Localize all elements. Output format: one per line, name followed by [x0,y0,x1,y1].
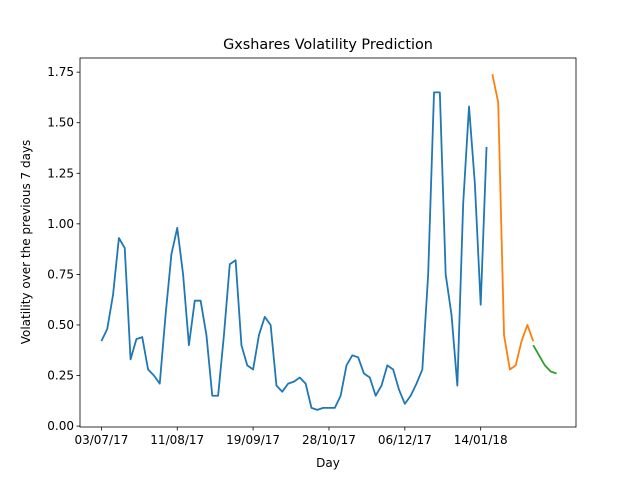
y-tick-label: 0.75 [47,267,74,281]
y-tick-label: 0.00 [47,419,74,433]
y-tick-label: 1.25 [47,166,74,180]
x-tick-label: 19/09/17 [226,433,280,447]
series-line [532,344,557,375]
x-tick-label: 06/12/17 [378,433,432,447]
y-tick-label: 1.50 [47,116,74,130]
series-line [491,73,535,371]
x-tick-label: 28/10/17 [302,433,356,447]
y-axis-label: Volatility over the previous 7 days [19,140,33,345]
y-tick-label: 0.50 [47,318,74,332]
series-line [100,91,488,411]
y-tick-label: 1.75 [47,65,74,79]
x-tick-label: 03/07/17 [74,433,128,447]
y-tick-label: 1.00 [47,217,74,231]
x-tick-label: 11/08/17 [150,433,204,447]
plot-frame [79,57,577,428]
y-tick-label: 0.25 [47,369,74,383]
x-tick-label: 14/01/18 [454,433,508,447]
x-axis-label: Day [316,456,340,470]
chart-title: Gxshares Volatility Prediction [223,37,433,53]
